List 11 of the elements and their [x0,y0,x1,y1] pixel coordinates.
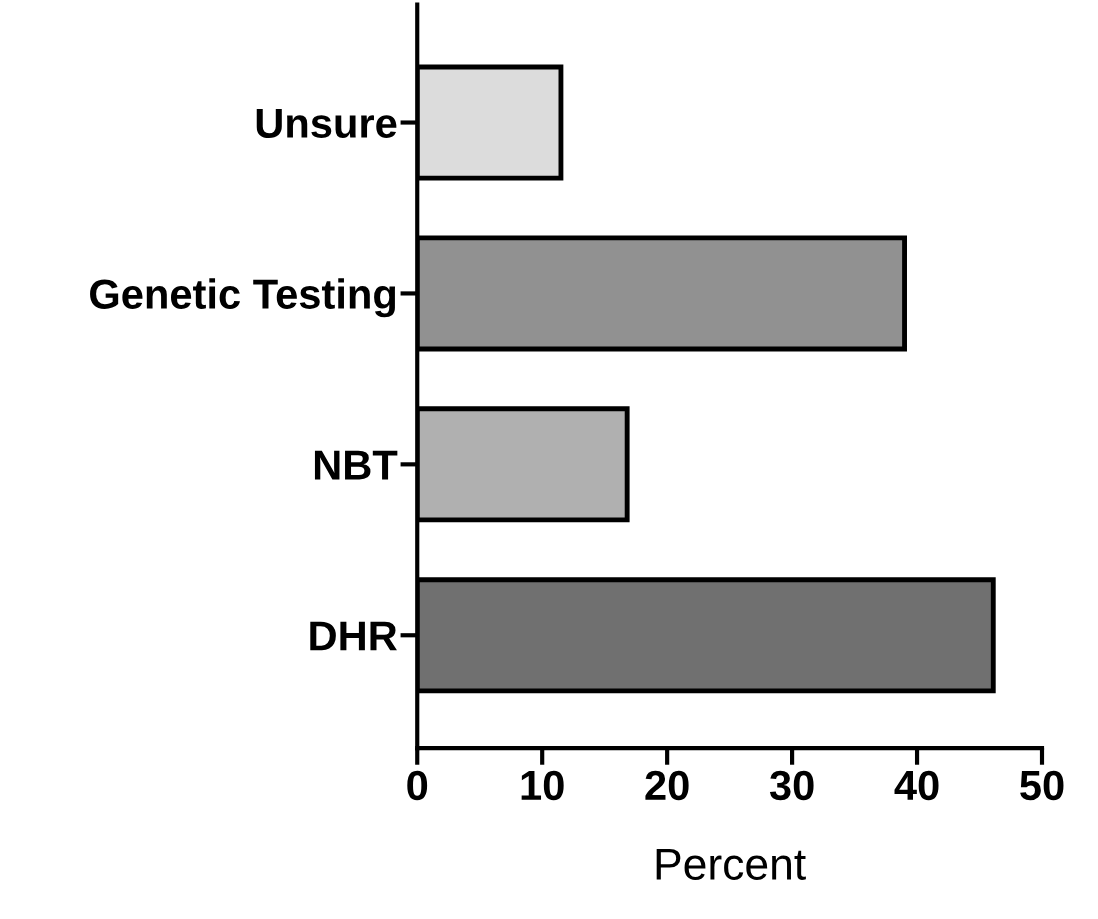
x-tick-label: 20 [645,770,689,801]
x-axis-title: Percent [656,848,806,880]
y-tick-label: Genetic Testing [90,278,396,318]
y-tick-label: NBT [314,450,398,480]
x-tick-label: 10 [521,770,564,801]
x-tick-label: 50 [1020,770,1064,801]
x-tick-label: 0 [407,770,428,801]
x-tick-label: 40 [894,770,939,801]
x-tick-label: 30 [769,770,814,801]
y-tick-label: DHR [310,621,397,651]
y-tick-label: Unsure [256,108,397,139]
